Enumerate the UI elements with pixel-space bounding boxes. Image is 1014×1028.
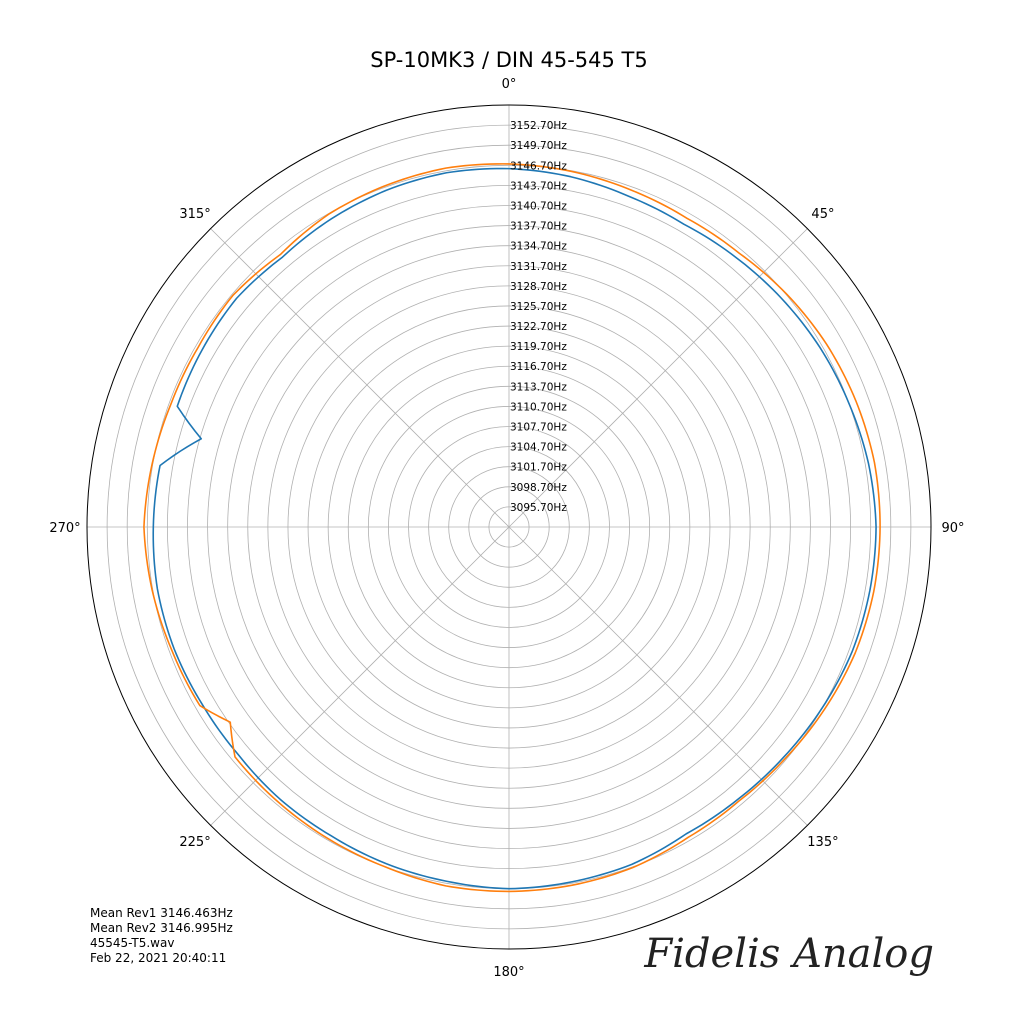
angle-tick-label: 0° bbox=[502, 77, 517, 92]
angle-tick-label: 225° bbox=[179, 835, 210, 850]
radial-tick-label: 3143.70Hz bbox=[510, 180, 567, 192]
angle-tick-labels: 0° 45° 90° 135° 180° 225° 270° 315° bbox=[49, 77, 964, 980]
radial-tick-labels: 3095.70Hz 3098.70Hz 3101.70Hz 3104.70Hz 3107… bbox=[510, 120, 567, 514]
series-line-1 bbox=[152, 167, 877, 890]
timestamp-text: Feb 22, 2021 20:40:11 bbox=[90, 951, 226, 965]
angle-tick-label: 315° bbox=[179, 207, 210, 222]
radial-tick-label: 3098.70Hz bbox=[510, 482, 567, 494]
radial-tick-label: 3137.70Hz bbox=[510, 221, 567, 233]
grid-spoke bbox=[508, 228, 808, 528]
angle-tick-label: 180° bbox=[493, 965, 524, 980]
series-layer bbox=[143, 163, 881, 893]
radial-tick-label: 3095.70Hz bbox=[510, 502, 567, 514]
filename-text: 45545-T5.wav bbox=[90, 936, 174, 950]
radial-tick-label: 3125.70Hz bbox=[510, 301, 567, 313]
angle-tick-label: 135° bbox=[807, 835, 838, 850]
grid-spoke bbox=[508, 526, 808, 826]
radial-tick-label: 3113.70Hz bbox=[510, 381, 567, 393]
radial-tick-label: 3131.70Hz bbox=[510, 261, 567, 273]
angle-tick-label: 90° bbox=[941, 521, 964, 536]
radial-tick-label: 3134.70Hz bbox=[510, 241, 567, 253]
radial-tick-label: 3149.70Hz bbox=[510, 140, 567, 152]
angle-tick-label: 270° bbox=[49, 521, 80, 536]
fidelis-analog-logo: Fidelis Analog bbox=[643, 931, 934, 977]
series-line-2 bbox=[143, 163, 881, 893]
radial-tick-label: 3110.70Hz bbox=[510, 401, 567, 413]
radial-tick-label: 3122.70Hz bbox=[510, 321, 567, 333]
info-block: Mean Rev1 3146.463Hz Mean Rev2 3146.995H… bbox=[90, 906, 233, 965]
radial-tick-label: 3116.70Hz bbox=[510, 361, 567, 373]
radial-tick-label: 3128.70Hz bbox=[510, 281, 567, 293]
radial-tick-label: 3119.70Hz bbox=[510, 341, 567, 353]
outer-frame bbox=[86, 104, 932, 950]
radial-tick-label: 3101.70Hz bbox=[510, 462, 567, 474]
chart-title: SP-10MK3 / DIN 45-545 T5 bbox=[370, 48, 648, 72]
angle-tick-label: 45° bbox=[811, 207, 834, 222]
mean-rev2-text: Mean Rev2 3146.995Hz bbox=[90, 921, 233, 935]
grid-spoke bbox=[210, 228, 510, 528]
radial-tick-label: 3140.70Hz bbox=[510, 200, 567, 212]
radial-tick-label: 3104.70Hz bbox=[510, 442, 567, 454]
radial-tick-label: 3107.70Hz bbox=[510, 422, 567, 434]
radial-tick-label: 3146.70Hz bbox=[510, 160, 567, 172]
polar-grid bbox=[86, 104, 932, 950]
radial-tick-label: 3152.70Hz bbox=[510, 120, 567, 132]
grid-spoke bbox=[210, 526, 510, 826]
mean-rev1-text: Mean Rev1 3146.463Hz bbox=[90, 906, 233, 920]
